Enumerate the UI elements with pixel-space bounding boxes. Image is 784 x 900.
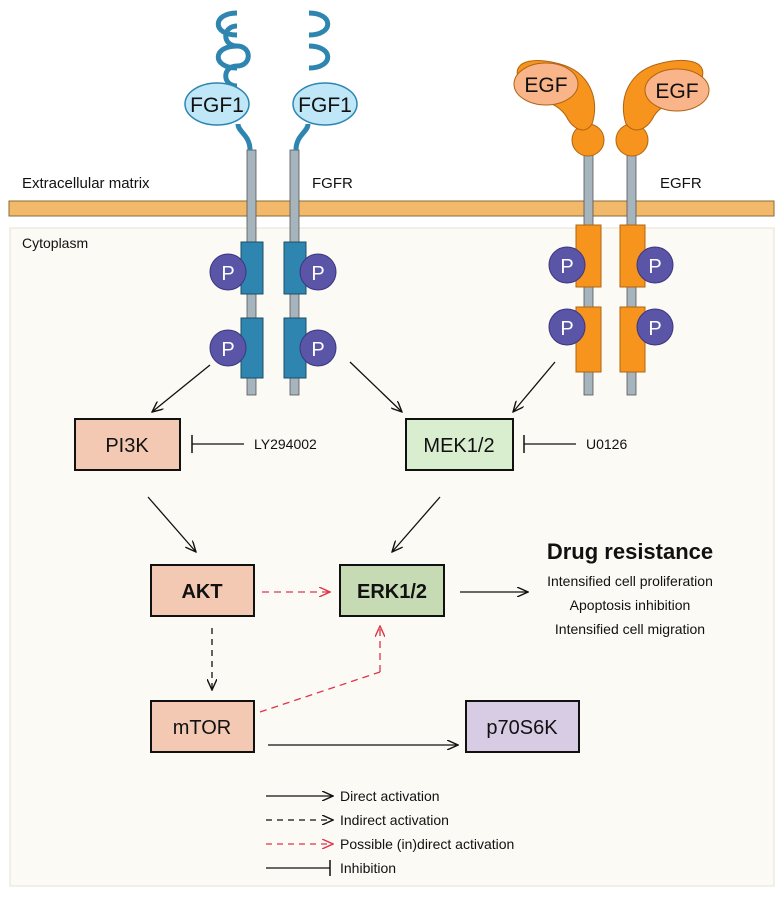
inhibition-u0126: U0126 — [523, 435, 627, 453]
fgf1-ligand-left: FGF1 — [184, 82, 250, 126]
svg-text:P: P — [311, 263, 324, 285]
svg-text:mTOR: mTOR — [173, 717, 232, 739]
egf-ligand-right: EGF — [622, 60, 710, 131]
svg-text:P: P — [560, 256, 573, 278]
fgfr-label: FGFR — [312, 175, 353, 192]
arrow-fgfr-pi3k — [152, 364, 211, 412]
legend-direct: Direct activation — [340, 788, 440, 804]
inhibitor-u0126: U0126 — [586, 436, 627, 452]
egfr-phospho-groups: P P P P — [548, 246, 674, 346]
arrow-mek-erk — [392, 496, 441, 552]
legend-possible: Possible (in)direct activation — [340, 836, 514, 852]
svg-text:FGF1: FGF1 — [190, 94, 244, 117]
node-pi3k: PI3K — [74, 418, 181, 471]
arrow-pi3k-akt — [147, 496, 196, 552]
egfr-label: EGFR — [660, 175, 702, 192]
svg-text:EGF: EGF — [655, 80, 698, 103]
legend: Direct activation Indirect activation Po… — [266, 788, 514, 876]
node-p70s6k: p70S6K — [465, 700, 580, 753]
svg-text:P: P — [221, 339, 234, 361]
cytoplasm-label: Cytoplasm — [22, 235, 88, 251]
node-mek: MEK1/2 — [405, 418, 514, 471]
svg-text:PI3K: PI3K — [105, 435, 149, 457]
svg-text:P: P — [221, 263, 234, 285]
outcome-title: Drug resistance — [547, 539, 713, 564]
svg-text:P: P — [311, 339, 324, 361]
outcome-item: Intensified cell migration — [555, 621, 705, 637]
fgfr-phospho-groups: P P P P — [209, 253, 337, 367]
svg-text:ERK1/2: ERK1/2 — [357, 581, 427, 603]
svg-text:FGF1: FGF1 — [298, 94, 352, 117]
legend-indirect: Indirect activation — [340, 812, 449, 828]
outcome-item: Intensified cell proliferation — [547, 573, 713, 589]
arrow-mtor-erk-dashed — [259, 671, 381, 713]
egf-ligand-left: EGF — [513, 60, 596, 131]
svg-text:EGF: EGF — [524, 74, 567, 97]
inhibition-ly294002: LY294002 — [191, 435, 317, 453]
svg-text:p70S6K: p70S6K — [486, 717, 558, 739]
svg-text:P: P — [648, 318, 661, 340]
svg-text:P: P — [648, 256, 661, 278]
arrow-egfr-mek — [513, 361, 556, 412]
extracellular-label: Extracellular matrix — [22, 175, 150, 192]
arrow-fgfr-mek — [349, 361, 402, 412]
node-mtor: mTOR — [150, 700, 255, 753]
node-akt: AKT — [150, 564, 255, 617]
svg-text:AKT: AKT — [181, 581, 222, 603]
fgf1-ligand-right: FGF1 — [292, 82, 358, 126]
cell-membrane — [8, 200, 775, 217]
svg-text:P: P — [560, 318, 573, 340]
node-erk: ERK1/2 — [339, 564, 445, 617]
outcome-item: Apoptosis inhibition — [570, 597, 691, 613]
svg-text:MEK1/2: MEK1/2 — [423, 435, 494, 457]
inhibitor-ly294002: LY294002 — [254, 436, 317, 452]
legend-inhibition: Inhibition — [340, 860, 396, 876]
